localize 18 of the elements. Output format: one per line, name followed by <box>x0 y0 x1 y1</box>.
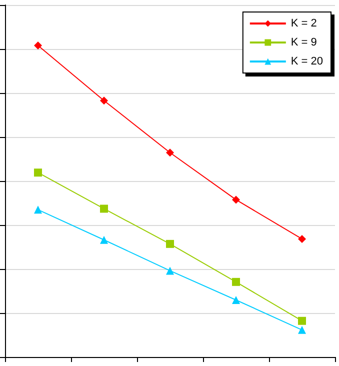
point <box>298 316 306 325</box>
point <box>34 206 42 214</box>
legend-label: K = 2 <box>290 18 317 30</box>
point <box>166 240 174 248</box>
point <box>34 41 42 50</box>
point <box>232 196 240 204</box>
point <box>34 168 42 177</box>
point <box>232 296 240 304</box>
point <box>166 266 174 275</box>
point <box>166 148 174 157</box>
point <box>298 326 306 334</box>
point <box>100 204 108 213</box>
point <box>232 278 240 286</box>
point <box>100 236 108 244</box>
legend-label: K = 9 <box>290 36 317 48</box>
point <box>298 234 306 243</box>
point <box>100 96 108 105</box>
legend-label: K = 20 <box>290 56 323 68</box>
